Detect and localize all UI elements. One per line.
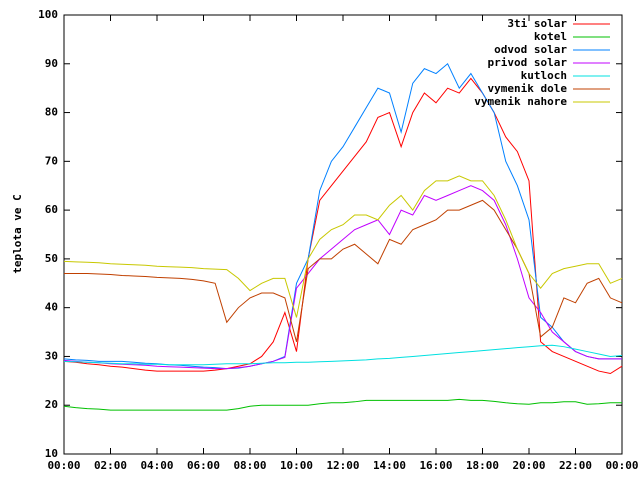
series-line [63, 175, 623, 318]
x-tick-label: 08:00 [233, 459, 266, 472]
y-axis-label: teplota ve C [11, 194, 24, 273]
y-tick-label: 80 [45, 106, 58, 119]
y-tick-label: 90 [45, 57, 58, 70]
y-tick-label: 20 [45, 398, 58, 411]
y-tick-label: 40 [45, 301, 58, 314]
x-tick-label: 04:00 [140, 459, 173, 472]
x-tick-label: 22:00 [559, 459, 592, 472]
x-tick-label: 12:00 [326, 459, 359, 472]
x-tick-label: 18:00 [466, 459, 499, 472]
y-tick-label: 50 [45, 252, 58, 265]
y-tick-label: 10 [45, 447, 58, 460]
x-tick-label: 16:00 [419, 459, 452, 472]
series-line [63, 344, 623, 366]
x-tick-label: 02:00 [94, 459, 127, 472]
legend-label: vymenik dole [488, 82, 568, 95]
legend-label: vymenik nahore [474, 95, 567, 108]
legend-label: 3ti solar [507, 17, 567, 30]
y-tick-label: 100 [38, 8, 58, 21]
x-tick-label: 06:00 [187, 459, 220, 472]
series-line [63, 77, 623, 375]
legend-label: odvod solar [494, 43, 567, 56]
y-tick-label: 60 [45, 203, 58, 216]
x-tick-label: 00:00 [605, 459, 638, 472]
x-tick-label: 10:00 [280, 459, 313, 472]
x-tick-label: 14:00 [373, 459, 406, 472]
x-tick-label: 00:00 [47, 459, 80, 472]
legend-label: kotel [534, 30, 567, 43]
legend-label: kutloch [521, 69, 567, 82]
y-tick-label: 30 [45, 349, 58, 362]
legend-label: privod solar [488, 56, 568, 69]
series-line [63, 398, 622, 411]
y-tick-label: 70 [45, 154, 58, 167]
x-tick-label: 20:00 [512, 459, 545, 472]
series-line [64, 199, 623, 342]
series-line [63, 185, 622, 370]
